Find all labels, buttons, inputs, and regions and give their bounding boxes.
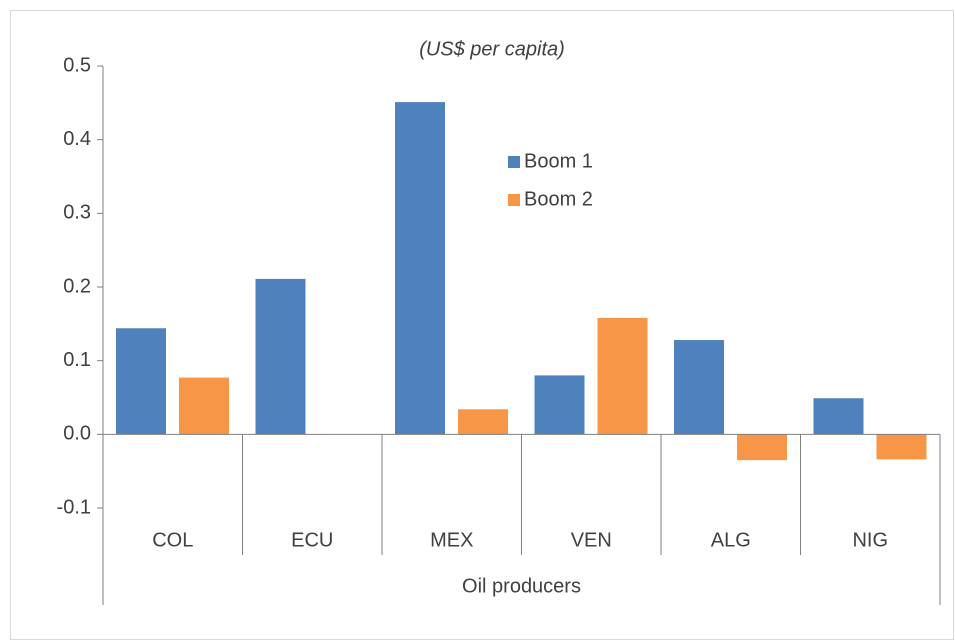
bar bbox=[458, 409, 508, 435]
bar bbox=[876, 434, 927, 460]
y-tick-label: -0.1 bbox=[57, 496, 91, 518]
y-tick-label: 0.3 bbox=[63, 202, 91, 224]
chart-frame bbox=[10, 10, 954, 640]
x-tick-label: NIG bbox=[852, 529, 888, 551]
bar bbox=[597, 317, 648, 435]
y-tick-label: 0.1 bbox=[63, 349, 91, 371]
group-label: Oil producers bbox=[462, 575, 581, 597]
bar bbox=[813, 398, 864, 435]
y-tick-label: 0.4 bbox=[63, 128, 91, 150]
y-tick-label: 0.2 bbox=[63, 275, 91, 297]
x-tick-label: ECU bbox=[291, 529, 333, 551]
bar bbox=[179, 377, 229, 435]
y-tick-label: 0.5 bbox=[63, 54, 91, 76]
bar bbox=[116, 328, 166, 435]
legend-label: Boom 1 bbox=[524, 150, 593, 172]
legend-label: Boom 2 bbox=[524, 188, 593, 210]
x-tick-label: VEN bbox=[571, 529, 612, 551]
x-tick-label: ALG bbox=[711, 529, 751, 551]
legend-swatch bbox=[508, 156, 520, 168]
bar bbox=[395, 102, 445, 435]
bar bbox=[737, 434, 787, 461]
bar bbox=[255, 278, 306, 435]
chart-subtitle: (US$ per capita) bbox=[419, 38, 565, 60]
bar bbox=[674, 340, 724, 435]
x-tick-label: MEX bbox=[430, 529, 473, 551]
x-tick-label: COL bbox=[152, 529, 193, 551]
legend-swatch bbox=[508, 194, 520, 206]
bar bbox=[534, 375, 585, 435]
y-tick-label: 0.0 bbox=[63, 423, 91, 445]
